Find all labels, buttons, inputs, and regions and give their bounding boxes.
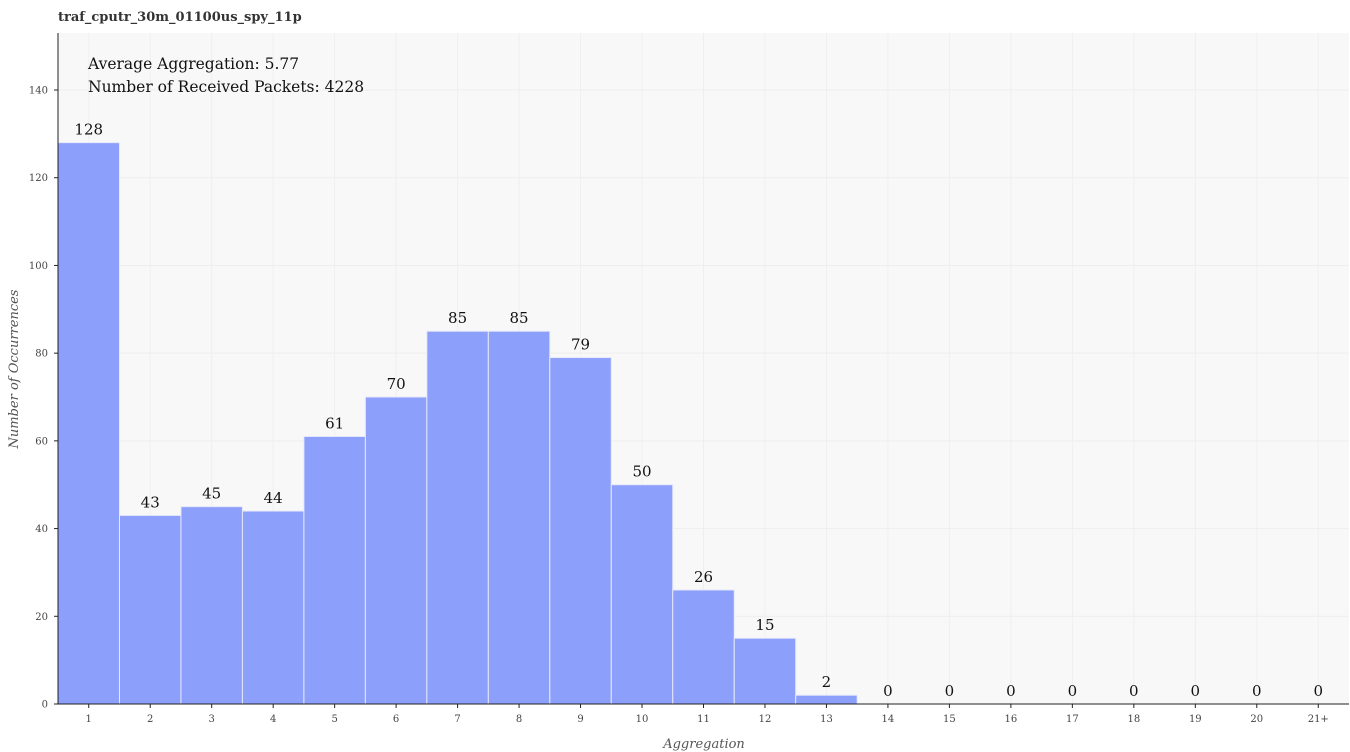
bar xyxy=(549,357,612,705)
x-tick-label: 6 xyxy=(393,714,399,725)
y-tick-label: 0 xyxy=(42,700,48,711)
y-tick-label: 20 xyxy=(35,612,48,623)
bar xyxy=(241,510,305,705)
x-tick-label: 11 xyxy=(697,714,710,725)
bar-value-label: 15 xyxy=(755,616,774,634)
x-tick-label: 2 xyxy=(147,714,153,725)
bar-value-label: 0 xyxy=(1313,682,1323,700)
x-tick-label: 9 xyxy=(577,714,583,725)
bar xyxy=(487,330,551,705)
x-tick-label: 21+ xyxy=(1308,714,1329,725)
bar-value-label: 45 xyxy=(202,485,221,503)
bar xyxy=(57,142,120,705)
bar-value-label: 2 xyxy=(822,673,832,691)
x-tick-label: 15 xyxy=(943,714,956,725)
bar-value-label: 85 xyxy=(510,309,529,327)
bar xyxy=(426,330,489,705)
x-tick-label: 7 xyxy=(454,714,460,725)
bar-value-label: 0 xyxy=(883,682,893,700)
x-tick-label: 20 xyxy=(1250,714,1263,725)
y-tick-label: 100 xyxy=(29,261,48,272)
bar-value-label: 70 xyxy=(387,375,406,393)
bar xyxy=(180,506,243,705)
bar-value-label: 0 xyxy=(1191,682,1201,700)
x-tick-label: 14 xyxy=(882,714,895,725)
y-tick-label: 60 xyxy=(35,436,48,447)
x-tick-label: 3 xyxy=(209,714,215,725)
x-axis-title: Aggregation xyxy=(662,737,745,752)
x-tick-label: 10 xyxy=(636,714,649,725)
bar-labels-group: 128 43 45 44 61 70 85 85 79 50 26 15 2 0 0 0 0 0 0 0 0 xyxy=(74,121,1323,700)
bar-value-label: 0 xyxy=(945,682,955,700)
x-tick-label: 12 xyxy=(759,714,772,725)
bar-value-label: 61 xyxy=(325,414,344,432)
chart-title: traf_cputr_30m_01100us_spy_11p xyxy=(58,10,302,25)
bar-value-label: 50 xyxy=(632,463,651,481)
bar-value-label: 26 xyxy=(694,568,713,586)
x-tick-label: 4 xyxy=(270,714,276,725)
bar-value-label: 85 xyxy=(448,309,467,327)
y-tick-label: 140 xyxy=(29,86,48,97)
bar-value-label: 43 xyxy=(141,493,160,511)
bar-value-label: 0 xyxy=(1252,682,1262,700)
bar xyxy=(672,589,735,705)
bar xyxy=(795,694,858,705)
bars-group xyxy=(57,142,858,705)
bar-value-label: 44 xyxy=(264,489,283,507)
bar xyxy=(118,514,182,705)
bar xyxy=(610,484,674,705)
received-packets-annotation: Number of Received Packets: 4228 xyxy=(88,78,364,96)
bar xyxy=(733,637,797,705)
x-tick-label: 17 xyxy=(1066,714,1079,725)
x-tick-label: 13 xyxy=(820,714,833,725)
y-tick-label: 120 xyxy=(29,173,48,184)
bar-value-label: 0 xyxy=(1068,682,1078,700)
bar-value-label: 79 xyxy=(571,336,590,354)
bar xyxy=(303,435,366,705)
y-tick-label: 80 xyxy=(35,349,48,360)
x-tick-label: 5 xyxy=(331,714,337,725)
x-tick-label: 8 xyxy=(516,714,522,725)
y-ticks-group: 0 20 40 60 80 100 120 140 xyxy=(29,86,58,711)
average-aggregation-annotation: Average Aggregation: 5.77 xyxy=(87,55,299,73)
bar-value-label: 0 xyxy=(1006,682,1016,700)
x-tick-label: 18 xyxy=(1127,714,1140,725)
bar-value-label: 128 xyxy=(74,121,103,139)
bar xyxy=(364,396,428,705)
bar-value-label: 0 xyxy=(1129,682,1139,700)
x-tick-label: 1 xyxy=(86,714,92,725)
x-tick-label: 16 xyxy=(1005,714,1018,725)
x-tick-label: 19 xyxy=(1189,714,1202,725)
x-ticks-group: 1 2 3 4 5 6 7 8 9 10 11 12 13 14 15 16 17 18 19 20 21+ xyxy=(86,704,1329,725)
y-tick-label: 40 xyxy=(35,524,48,535)
y-axis-title: Number of Occurrences xyxy=(7,289,22,449)
